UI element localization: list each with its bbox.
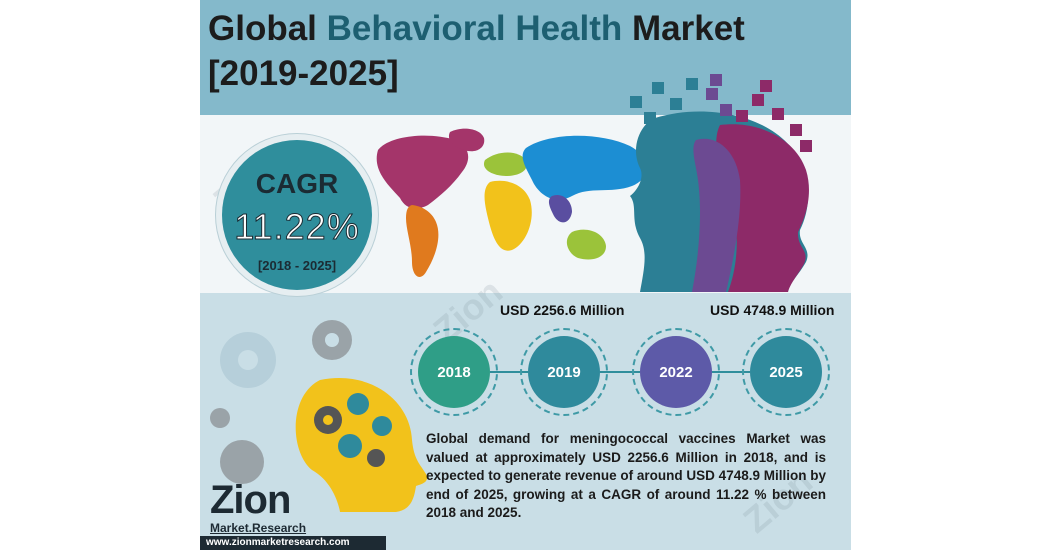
page-title: Global Behavioral Health Market [2019-20…	[208, 6, 848, 96]
timeline-connector	[712, 371, 750, 373]
head-puzzle-icon	[630, 74, 812, 292]
start-value-label: USD 2256.6 Million	[500, 302, 625, 318]
timeline-connector	[600, 371, 640, 373]
cagr-badge: CAGR 11.22% [2018 - 2025]	[222, 140, 372, 290]
end-value-label: USD 4748.9 Million	[710, 302, 835, 318]
cagr-label: CAGR	[255, 168, 339, 199]
header-band	[200, 0, 851, 115]
decorative-artwork	[210, 74, 812, 512]
timeline-year-2025: 2025	[742, 328, 830, 416]
title-years: [2019-2025]	[208, 54, 399, 93]
title-part1: Global	[208, 9, 327, 48]
cagr-range: [2018 - 2025]	[257, 258, 337, 273]
title-accent: Behavioral Health	[326, 9, 623, 48]
zion-logo: Zion	[210, 478, 291, 522]
timeline-year-2019: 2019	[520, 328, 608, 416]
footer-url[interactable]: www.zionmarketresearch.com	[200, 536, 386, 550]
zion-logo-subtitle: Market.Research	[210, 521, 307, 535]
world-map-icon	[376, 128, 647, 277]
cagr-value: 11.22%	[234, 206, 360, 248]
title-part2: Market	[622, 9, 745, 48]
market-description: Global demand for meningococcal vaccines…	[426, 431, 826, 520]
timeline-year-2022: 2022	[632, 328, 720, 416]
timeline-connector	[490, 371, 528, 373]
gears-head-icon	[210, 320, 428, 512]
infographic: Zion Zion Zion Global Behavioral Health …	[200, 0, 851, 550]
timeline-year-2018: 2018	[410, 328, 498, 416]
